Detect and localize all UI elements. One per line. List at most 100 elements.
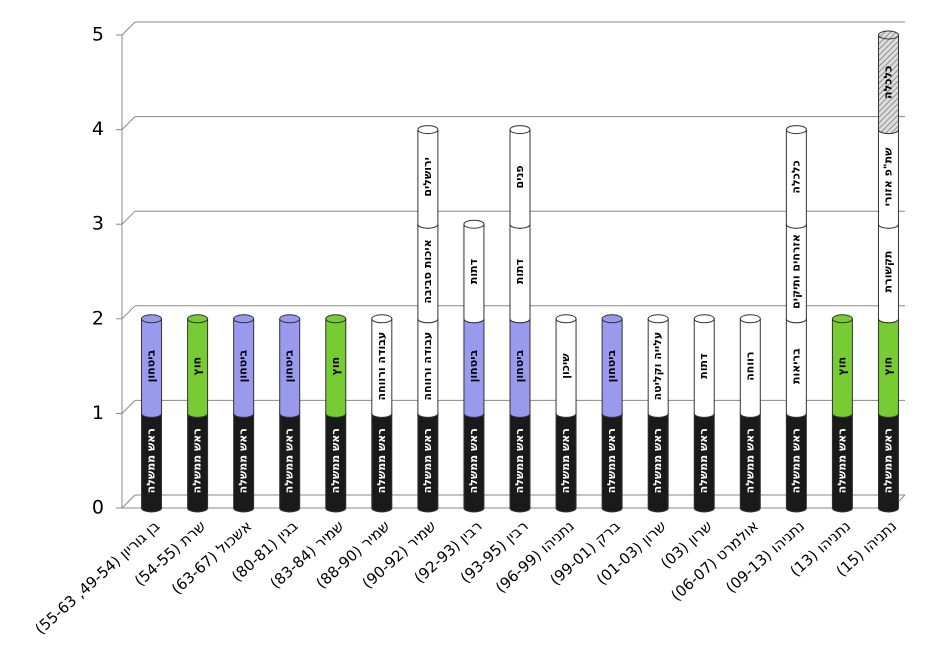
segment-label: ראש ממשלה (329, 428, 342, 493)
cylinder-segment (693, 412, 715, 513)
segment-label: כלכלה (789, 160, 802, 193)
segment-label: דתות (467, 259, 480, 284)
x-tick-label: אשכול (63-67) (168, 517, 255, 598)
cylinder-top (371, 314, 393, 324)
y-tick-label: 1 (92, 402, 104, 424)
segment-label: ראש ממשלה (513, 428, 526, 493)
cylinder-top (831, 314, 853, 324)
cylinder-segment (877, 223, 899, 324)
segment-label: ראש ממשלה (605, 428, 618, 493)
segment-label: חוץ (191, 357, 204, 376)
cylinder-segment (509, 318, 531, 418)
cylinder-segment (739, 412, 761, 513)
cylinder-top (233, 314, 255, 324)
cylinder-segment (877, 34, 899, 135)
cylinder-segment (555, 412, 577, 513)
cylinder-segment (647, 412, 669, 513)
cylinder-segment (785, 129, 807, 229)
cylinder-segment (417, 223, 439, 324)
cylinder-segment (371, 318, 393, 418)
cylinder-segment (279, 412, 301, 513)
y-tick-label: 2 (92, 307, 104, 329)
cylinder-top (509, 125, 531, 135)
cylinder-segment (417, 412, 439, 513)
cylinder-segment (877, 318, 899, 418)
segment-label: עבודה ורווחה (421, 332, 434, 401)
cylinder-top (555, 314, 577, 324)
segment-label: ראש ממשלה (743, 428, 756, 493)
cylinder-segment (831, 318, 853, 418)
cylinder-segment (739, 318, 761, 418)
cylinder-segment (463, 223, 485, 324)
segment-label: ביטחון (467, 350, 480, 383)
y-tick-label: 0 (92, 497, 104, 519)
cylinder-top (785, 125, 807, 135)
segment-label: ראש ממשלה (789, 428, 802, 493)
cylinder-top (739, 314, 761, 324)
y-tick-label: 4 (92, 118, 104, 140)
cylinder-segment (601, 412, 623, 513)
segment-label: איכות סביבה (421, 239, 434, 303)
segment-label: ראש ממשלה (467, 428, 480, 493)
cylinder-segment (555, 318, 577, 418)
cylinder-segment (233, 412, 255, 513)
cylinder-segment (187, 412, 209, 513)
cylinder-segment (693, 318, 715, 418)
cylinder-segment (325, 412, 347, 513)
segment-label: ראש ממשלה (237, 428, 250, 493)
cylinder-segment (417, 129, 439, 229)
x-tick-label: נתניהו (09-13) (722, 517, 808, 597)
grid-line (121, 210, 136, 225)
cylinder-top (693, 314, 715, 324)
segment-label: ראש ממשלה (881, 428, 894, 493)
cylinder-segment (785, 412, 807, 513)
segment-label: תקשורת (881, 251, 894, 293)
segment-label: ביטחון (283, 350, 296, 383)
segment-label: שיכון (559, 353, 572, 379)
cylinder-top (463, 219, 485, 229)
cylinder-segment (831, 412, 853, 513)
cylinder-top (417, 125, 439, 135)
cylinder-segment (877, 129, 899, 229)
cylinder-segment (463, 318, 485, 418)
segment-label: חוץ (881, 357, 894, 376)
cylinder-segment (325, 318, 347, 418)
segment-label: עבודה ורווחה (375, 332, 388, 401)
segment-label: ראש ממשלה (697, 428, 710, 493)
grid-line (121, 116, 136, 130)
grid-line (121, 400, 136, 414)
cylinder-segment (141, 412, 163, 513)
grid-line (121, 21, 136, 36)
segment-label: בריאות (789, 348, 802, 384)
cylinder-top (647, 314, 669, 324)
segment-label: פנים (513, 165, 526, 188)
segment-label: ביטחון (513, 350, 526, 383)
segment-label: ראש ממשלה (283, 428, 296, 493)
segment-label: ראש ממשלה (145, 428, 158, 493)
segment-label: ראש ממשלה (191, 428, 204, 493)
cylinder-top (877, 30, 899, 40)
segment-label: דתות (513, 259, 526, 284)
segment-label: ביטחון (145, 350, 158, 383)
cylinder-segment (509, 223, 531, 324)
segment-label: ראש ממשלה (835, 428, 848, 493)
cylinder-top (279, 314, 301, 324)
cylinder-segment (233, 318, 255, 418)
cylinder-segment (417, 318, 439, 418)
cylinder-segment (785, 318, 807, 418)
segment-label: ביטחון (605, 350, 618, 383)
segment-label: ביטחון (237, 350, 250, 383)
segment-label: אזרחים ותיקים (789, 234, 802, 309)
segment-label: חוץ (329, 357, 342, 376)
cylinder-segment (141, 318, 163, 418)
cylinder-segment (509, 129, 531, 229)
cylinder-segment (647, 318, 669, 418)
cylinder-segment (279, 318, 301, 418)
cylinder-segment (785, 223, 807, 324)
grid-line (121, 305, 136, 320)
cylinder-segment (463, 412, 485, 513)
segment-label: כלכלה (881, 66, 894, 99)
y-tick-label: 5 (92, 24, 104, 46)
cylinder-segment (601, 318, 623, 418)
